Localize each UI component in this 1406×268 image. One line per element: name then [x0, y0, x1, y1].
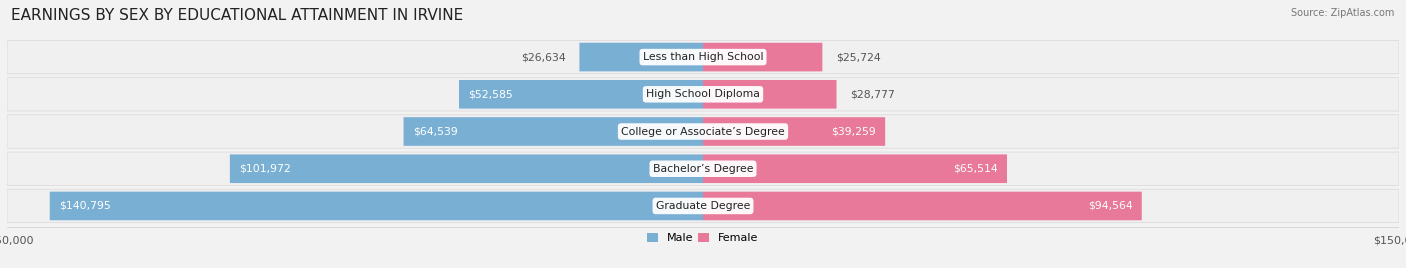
Text: College or Associate’s Degree: College or Associate’s Degree — [621, 126, 785, 136]
Text: $28,777: $28,777 — [851, 89, 896, 99]
FancyBboxPatch shape — [7, 189, 1399, 223]
FancyBboxPatch shape — [703, 192, 1142, 220]
Text: $39,259: $39,259 — [831, 126, 876, 136]
FancyBboxPatch shape — [579, 43, 703, 71]
Text: $25,724: $25,724 — [837, 52, 882, 62]
Text: Graduate Degree: Graduate Degree — [655, 201, 751, 211]
FancyBboxPatch shape — [703, 154, 1007, 183]
FancyBboxPatch shape — [7, 78, 1399, 111]
Text: High School Diploma: High School Diploma — [647, 89, 759, 99]
FancyBboxPatch shape — [703, 43, 823, 71]
FancyBboxPatch shape — [7, 152, 1399, 185]
Text: $52,585: $52,585 — [468, 89, 513, 99]
Text: $26,634: $26,634 — [520, 52, 565, 62]
Text: Source: ZipAtlas.com: Source: ZipAtlas.com — [1291, 8, 1395, 18]
Text: Less than High School: Less than High School — [643, 52, 763, 62]
Text: EARNINGS BY SEX BY EDUCATIONAL ATTAINMENT IN IRVINE: EARNINGS BY SEX BY EDUCATIONAL ATTAINMEN… — [11, 8, 464, 23]
FancyBboxPatch shape — [404, 117, 703, 146]
FancyBboxPatch shape — [229, 154, 703, 183]
Text: $101,972: $101,972 — [239, 164, 291, 174]
FancyBboxPatch shape — [49, 192, 703, 220]
Legend: Male, Female: Male, Female — [647, 233, 759, 243]
Text: $65,514: $65,514 — [953, 164, 998, 174]
Text: $140,795: $140,795 — [59, 201, 111, 211]
Text: $64,539: $64,539 — [413, 126, 457, 136]
FancyBboxPatch shape — [7, 40, 1399, 74]
Text: Bachelor’s Degree: Bachelor’s Degree — [652, 164, 754, 174]
FancyBboxPatch shape — [703, 117, 886, 146]
FancyBboxPatch shape — [7, 115, 1399, 148]
Text: $94,564: $94,564 — [1088, 201, 1132, 211]
FancyBboxPatch shape — [703, 80, 837, 109]
FancyBboxPatch shape — [458, 80, 703, 109]
